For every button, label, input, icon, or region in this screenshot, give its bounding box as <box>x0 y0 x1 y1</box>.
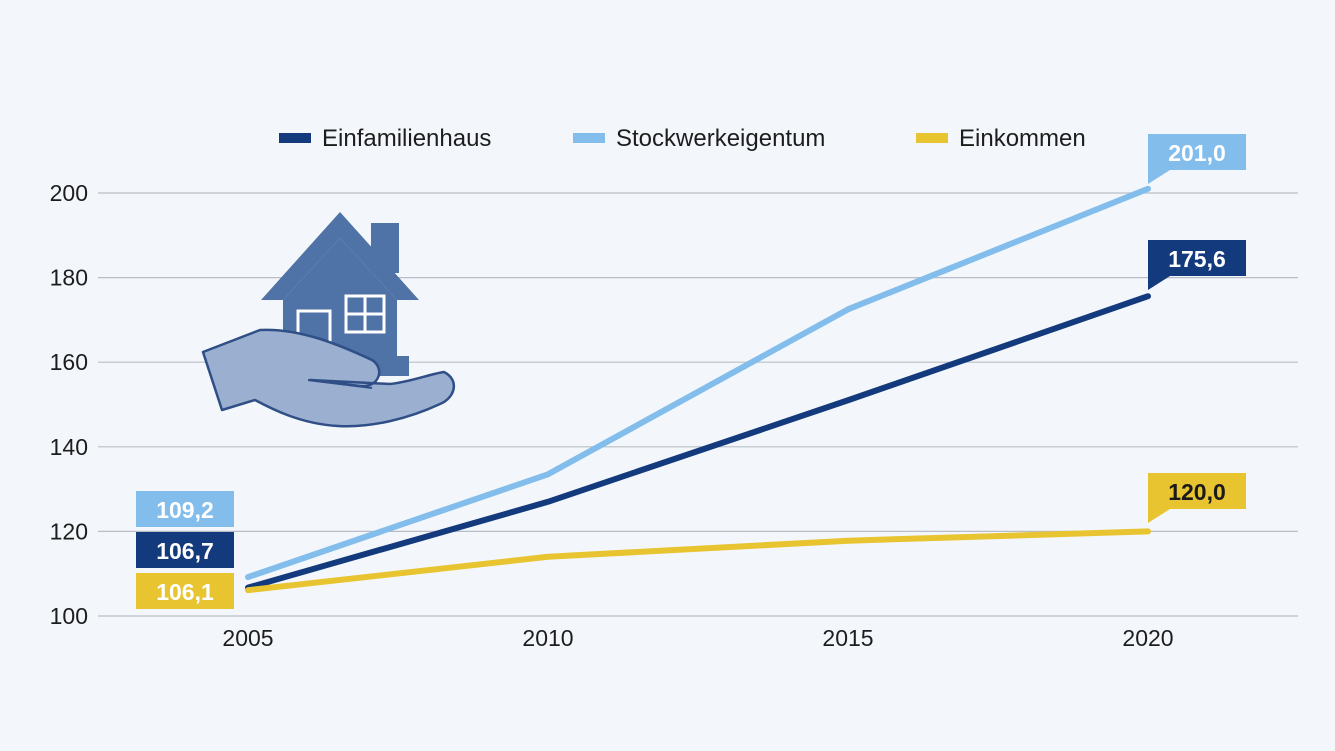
house-in-hand-icon <box>201 212 455 428</box>
series-line <box>245 528 1151 594</box>
series-lines <box>245 185 1151 594</box>
start-label-box <box>136 573 234 609</box>
legend-label: Einkommen <box>959 125 1086 152</box>
legend-label: Stockwerkeigentum <box>616 125 825 152</box>
end-label-box <box>1148 240 1246 290</box>
legend: Einfamilienhaus Stockwerkeigentum Einkomme… <box>279 125 1086 152</box>
legend-swatch <box>916 133 948 143</box>
end-value-label: 201,0 <box>1168 140 1226 166</box>
start-value-label: 109,2 <box>156 497 214 523</box>
legend-swatch <box>279 133 311 143</box>
series-line <box>245 293 1151 591</box>
end-label-box <box>1148 134 1246 184</box>
start-value-label: 106,7 <box>156 538 214 564</box>
x-axis-ticks: 2005 2010 2015 2020 <box>222 625 1173 651</box>
x-tick-label: 2015 <box>822 625 873 651</box>
end-value-label: 175,6 <box>1168 246 1226 272</box>
y-axis-ticks: 100 120 140 160 180 200 <box>50 180 88 629</box>
start-value-label: 106,1 <box>156 579 214 605</box>
value-labels: 109,2 106,7 106,1 201,0 175,6 120,0 <box>136 134 1246 609</box>
end-value-label: 120,0 <box>1168 479 1226 505</box>
x-tick-label: 2020 <box>1122 625 1173 651</box>
y-tick-label: 100 <box>50 603 88 629</box>
x-tick-label: 2005 <box>222 625 273 651</box>
legend-swatch <box>573 133 605 143</box>
legend-label: Einfamilienhaus <box>322 125 491 152</box>
end-label-box <box>1148 473 1246 523</box>
start-label-box <box>136 532 234 568</box>
series-line <box>245 185 1151 581</box>
y-tick-label: 120 <box>50 518 88 544</box>
x-tick-label: 2010 <box>522 625 573 651</box>
y-tick-label: 140 <box>50 434 88 460</box>
start-label-box <box>136 491 234 527</box>
y-tick-label: 160 <box>50 349 88 375</box>
y-tick-label: 180 <box>50 265 88 291</box>
y-tick-label: 200 <box>50 180 88 206</box>
